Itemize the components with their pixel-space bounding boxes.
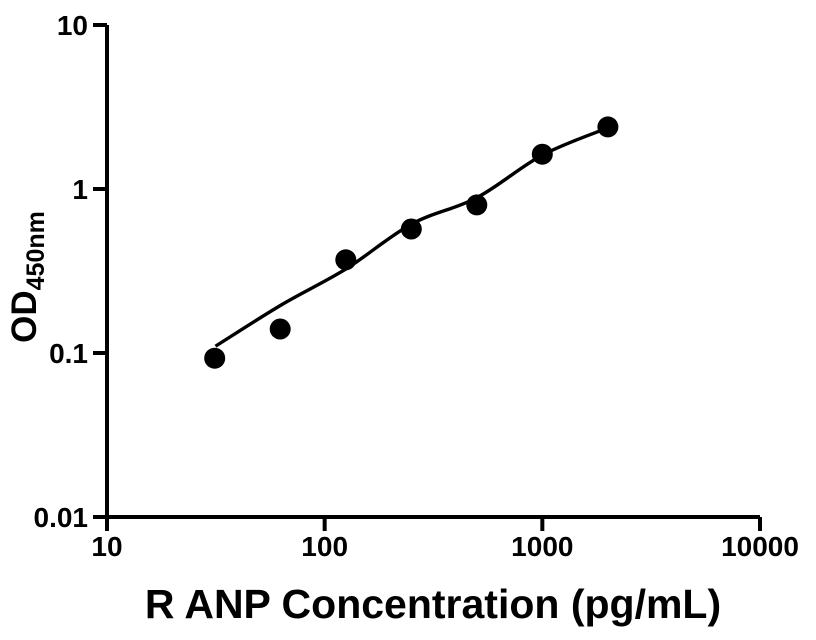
x-tick-label: 10000 — [721, 531, 799, 562]
y-tick-label: 1 — [72, 174, 88, 205]
y-tick-label: 0.1 — [49, 338, 88, 369]
y-axis-title: OD450nm — [5, 211, 50, 343]
x-axis-title: R ANP Concentration (pg/mL) — [145, 581, 721, 627]
axis-spines — [105, 25, 760, 519]
data-point — [269, 318, 291, 340]
data-point — [597, 116, 619, 138]
data-point — [531, 143, 553, 165]
x-tick-label: 100 — [301, 531, 348, 562]
data-point — [400, 218, 422, 240]
plot-area: 10 100 1000 10000 0.01 0.1 1 10 — [34, 10, 799, 562]
y-axis-title-main: OD — [5, 290, 44, 343]
x-tick-label: 1000 — [511, 531, 573, 562]
y-tick-label: 10 — [57, 10, 88, 41]
data-point — [335, 249, 357, 271]
y-axis-title-subscript: 450nm — [22, 211, 50, 290]
data-point — [204, 347, 226, 369]
x-tick-label: 10 — [91, 531, 122, 562]
y-tick-label: 0.01 — [34, 502, 89, 533]
data-point — [466, 194, 488, 216]
